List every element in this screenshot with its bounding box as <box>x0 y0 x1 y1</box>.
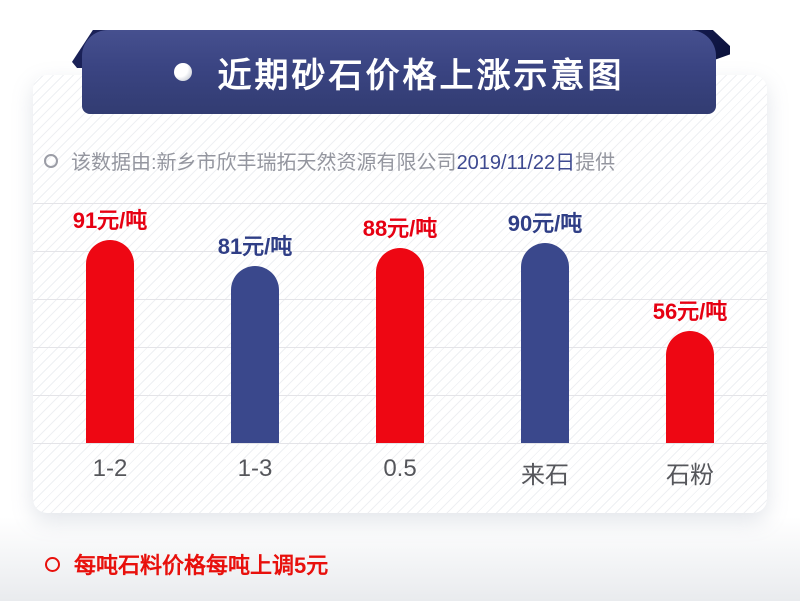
bar-category-label: 石粉 <box>666 462 714 489</box>
bar-value-label: 90元/吨 <box>507 211 583 236</box>
bar-石粉 <box>666 331 714 443</box>
gridline <box>33 443 767 444</box>
bar-1-2 <box>86 240 134 443</box>
data-source-text: 该数据由:新乡市欣丰瑞拓天然资源有限公司2019/11/22日提供 <box>71 146 615 175</box>
circle-bullet-icon <box>44 153 58 168</box>
bullet-sphere-icon <box>173 63 192 81</box>
data-source-date: 2019/11/22日 <box>456 152 576 174</box>
bar-0.5 <box>376 248 424 443</box>
page-title: 近期砂石价格上涨示意图 <box>217 56 625 95</box>
data-source-prefix: 该数据由:新乡市欣丰瑞拓天然资源有限公司 <box>71 152 457 174</box>
bar-value-label: 91元/吨 <box>72 208 148 233</box>
bar-category-label: 1-3 <box>237 455 273 482</box>
bar-category-label: 1-2 <box>92 455 128 482</box>
bar-来石 <box>521 243 569 443</box>
data-source-suffix: 提供 <box>575 152 616 174</box>
red-circle-bullet-icon <box>45 556 60 572</box>
footer-note: 每吨石料价格每吨上调5元 <box>74 553 329 578</box>
bar-category-label: 0.5 <box>383 455 417 482</box>
header-banner: 近期砂石价格上涨示意图 <box>82 30 716 114</box>
chart-card: 91元/吨 1-2 81元/吨 1-3 88元/吨 0.5 90元/吨来石 56元/吨石粉 <box>33 75 767 513</box>
footer-note-line: 每吨石料价格每吨上调5元 <box>45 548 328 580</box>
chart-area: 91元/吨 1-2 81元/吨 1-3 88元/吨 0.5 90元/吨来石 56元/吨石粉 <box>33 75 767 513</box>
bar-value-label: 56元/吨 <box>652 299 728 324</box>
bar-category-label: 来石 <box>521 462 569 489</box>
bar-value-label: 88元/吨 <box>362 216 438 241</box>
gridline <box>33 203 767 204</box>
bar-1-3 <box>231 266 279 443</box>
data-source-line: 该数据由:新乡市欣丰瑞拓天然资源有限公司2019/11/22日提供 <box>44 146 615 175</box>
bar-value-label: 81元/吨 <box>217 234 293 259</box>
